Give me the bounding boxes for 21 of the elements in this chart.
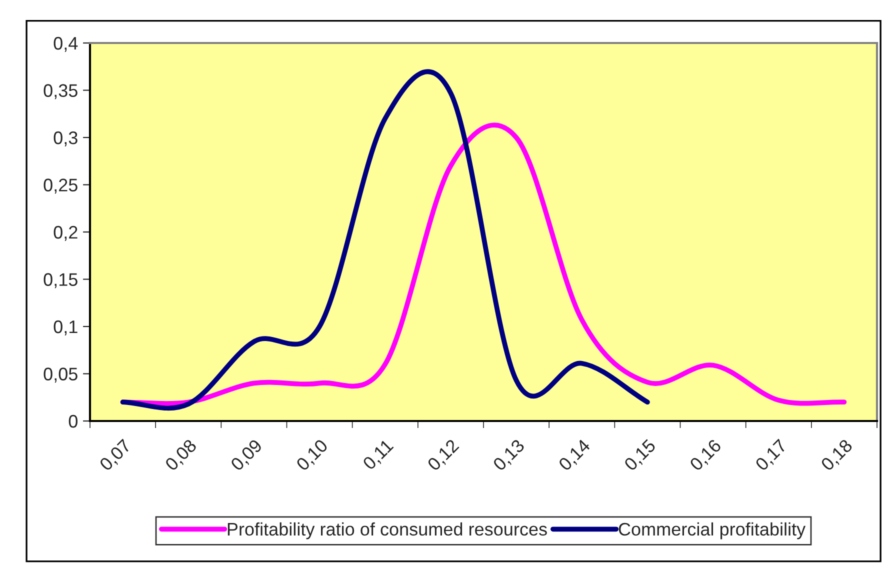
y-tick-label: 0,05 <box>44 368 78 383</box>
x-tick-label: 0,18 <box>820 438 855 473</box>
y-tick-label: 0,4 <box>54 36 78 52</box>
legend-label: Profitability ratio of consumed resources <box>228 522 547 540</box>
x-tick-label: 0,10 <box>296 438 330 473</box>
x-tick-label: 0,15 <box>623 438 658 473</box>
legend-label: Commercial profitability <box>618 522 806 540</box>
x-tick-label: 0,08 <box>164 438 199 473</box>
x-tick-label: 0,14 <box>558 438 592 473</box>
x-tick-label: 0,11 <box>362 438 396 472</box>
y-tick-label: 0 <box>68 414 78 428</box>
x-tick-label: 0,09 <box>230 438 264 473</box>
y-tick-label: 0,1 <box>54 320 78 336</box>
y-tick-label: 0,2 <box>54 226 78 241</box>
x-tick-label: 0,16 <box>689 438 724 473</box>
y-tick-label: 0,25 <box>44 178 78 194</box>
x-tick-label: 0,12 <box>426 438 461 473</box>
y-tick-label: 0,15 <box>44 273 78 288</box>
y-tick-label: 0,35 <box>44 84 78 100</box>
y-tick-label: 0,3 <box>54 131 78 146</box>
x-tick-label: 0,13 <box>492 438 527 473</box>
